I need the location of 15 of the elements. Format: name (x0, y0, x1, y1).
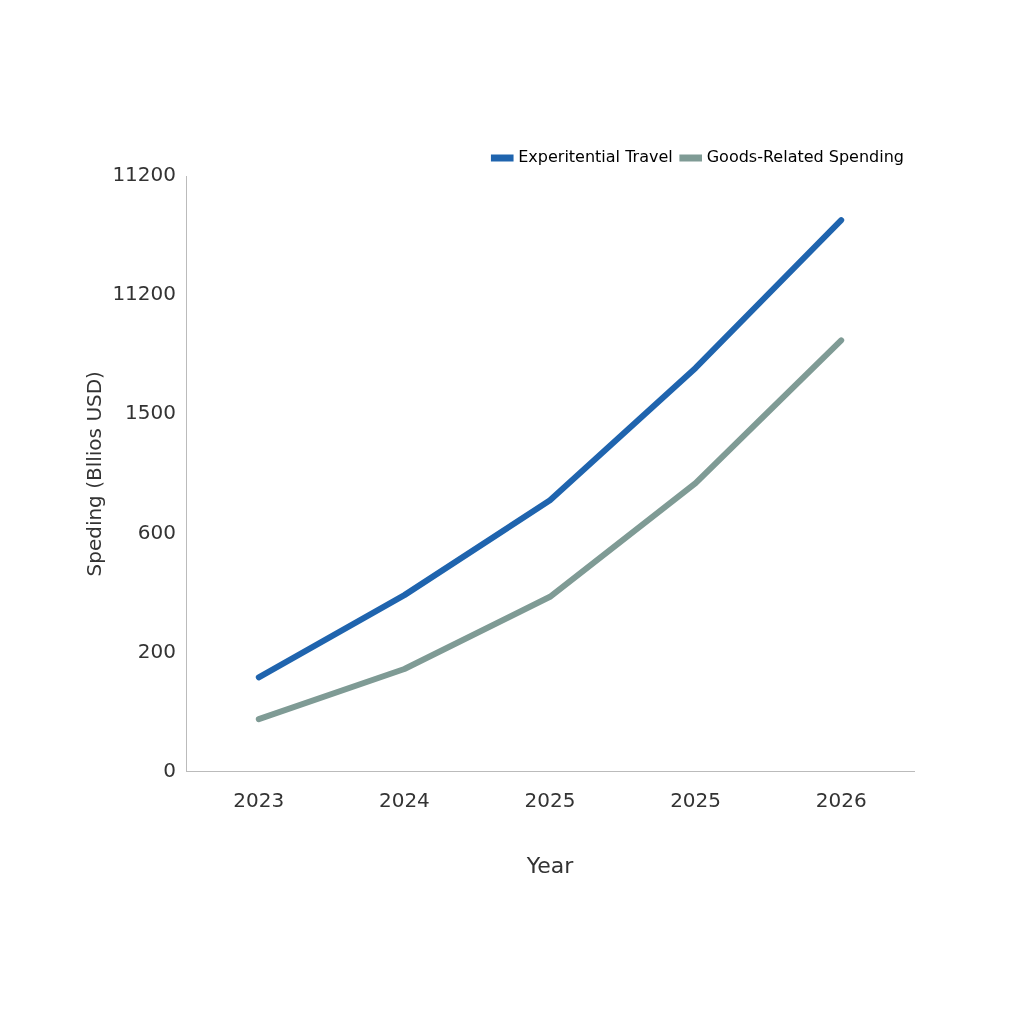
text: 200 (137, 638, 176, 663)
x-tick-label: 2026 (815, 787, 867, 812)
x-tick-label: 2025 (524, 787, 576, 812)
x-tick-label: 2025 (670, 787, 722, 812)
text: 11200 (112, 162, 176, 187)
text: 1500 (125, 400, 176, 425)
x-tick-label: 2023 (233, 787, 285, 812)
text: 0 (163, 757, 176, 782)
x-tick-label: 2024 (378, 787, 430, 812)
text: 11200 (112, 281, 176, 306)
legend-label: Goods-Related Spending (706, 147, 905, 167)
text: 600 (137, 519, 176, 544)
legend-label: Experitential Travel (518, 147, 673, 167)
x-axis-title: Year (525, 852, 575, 878)
y-axis-title: Speding (Bllios USD) (82, 371, 107, 577)
